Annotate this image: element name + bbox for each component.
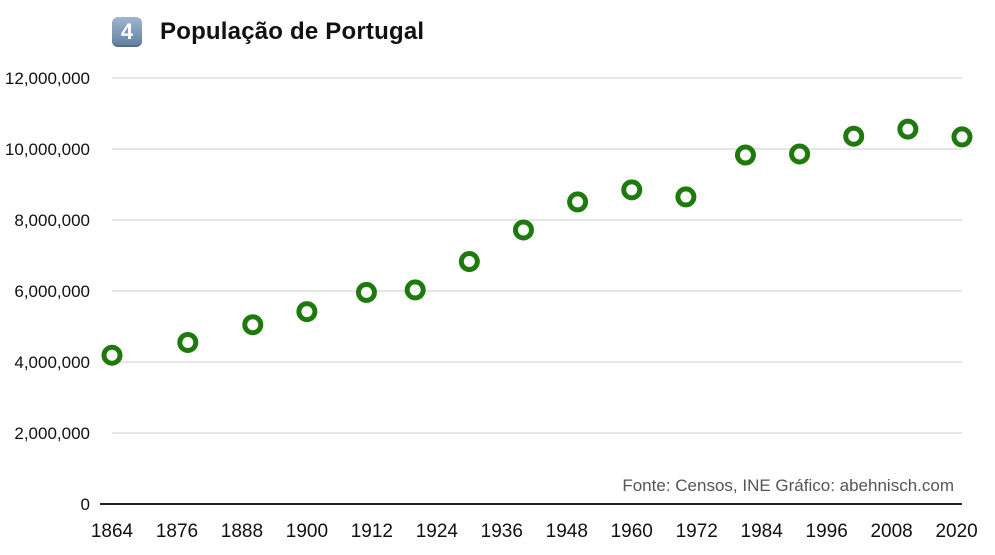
y-tick-label: 8,000,000	[14, 211, 90, 230]
data-point	[296, 301, 318, 323]
x-tick-label: 1888	[221, 521, 263, 542]
x-tick-label: 1900	[286, 521, 328, 542]
x-axis-ticks: 1864 1876 1888 1900 1912 1924 1936 1948 1960 1972…	[91, 521, 978, 542]
x-tick-label: 1996	[806, 521, 848, 542]
chart-title: População de Portugal	[160, 18, 425, 45]
data-point	[355, 281, 377, 303]
data-point	[675, 186, 697, 208]
data-point	[621, 179, 643, 201]
y-tick-label: 6,000,000	[14, 282, 90, 301]
x-tick-label: 1936	[481, 521, 523, 542]
data-point	[101, 344, 123, 366]
x-tick-label: 1984	[741, 521, 784, 542]
x-tick-label: 1876	[156, 521, 198, 542]
data-point	[951, 126, 973, 148]
number-badge: 4	[112, 17, 142, 47]
chart-header: 4 População de Portugal	[112, 16, 424, 48]
y-tick-label: 10,000,000	[5, 140, 90, 159]
x-tick-label: 1924	[416, 521, 459, 542]
data-point	[789, 143, 811, 165]
x-tick-label: 1864	[91, 521, 134, 542]
y-tick-label: 0	[81, 495, 90, 514]
x-tick-label: 1948	[546, 521, 588, 542]
y-tick-label: 4,000,000	[14, 353, 90, 372]
data-point	[734, 144, 756, 166]
data-point	[177, 331, 199, 353]
y-axis-ticks: 0 2,000,000 4,000,000 6,000,000 8,000,000 10,…	[5, 69, 90, 514]
data-point	[242, 314, 264, 336]
data-point	[458, 251, 480, 273]
x-tick-label: 1972	[676, 521, 718, 542]
x-tick-label: 2008	[870, 521, 912, 542]
y-tick-label: 2,000,000	[14, 424, 90, 443]
data-point	[512, 219, 534, 241]
gridlines	[112, 77, 962, 434]
data-point	[567, 191, 589, 213]
data-point	[404, 279, 426, 301]
x-tick-label: 1912	[351, 521, 393, 542]
data-points	[101, 118, 973, 366]
x-tick-label: 1960	[611, 521, 653, 542]
data-point	[843, 125, 865, 147]
data-point	[897, 118, 919, 140]
x-tick-label: 2020	[935, 521, 977, 542]
source-note: Fonte: Censos, INE Gráfico: abehnisch.co…	[622, 476, 954, 495]
y-tick-label: 12,000,000	[5, 69, 90, 88]
